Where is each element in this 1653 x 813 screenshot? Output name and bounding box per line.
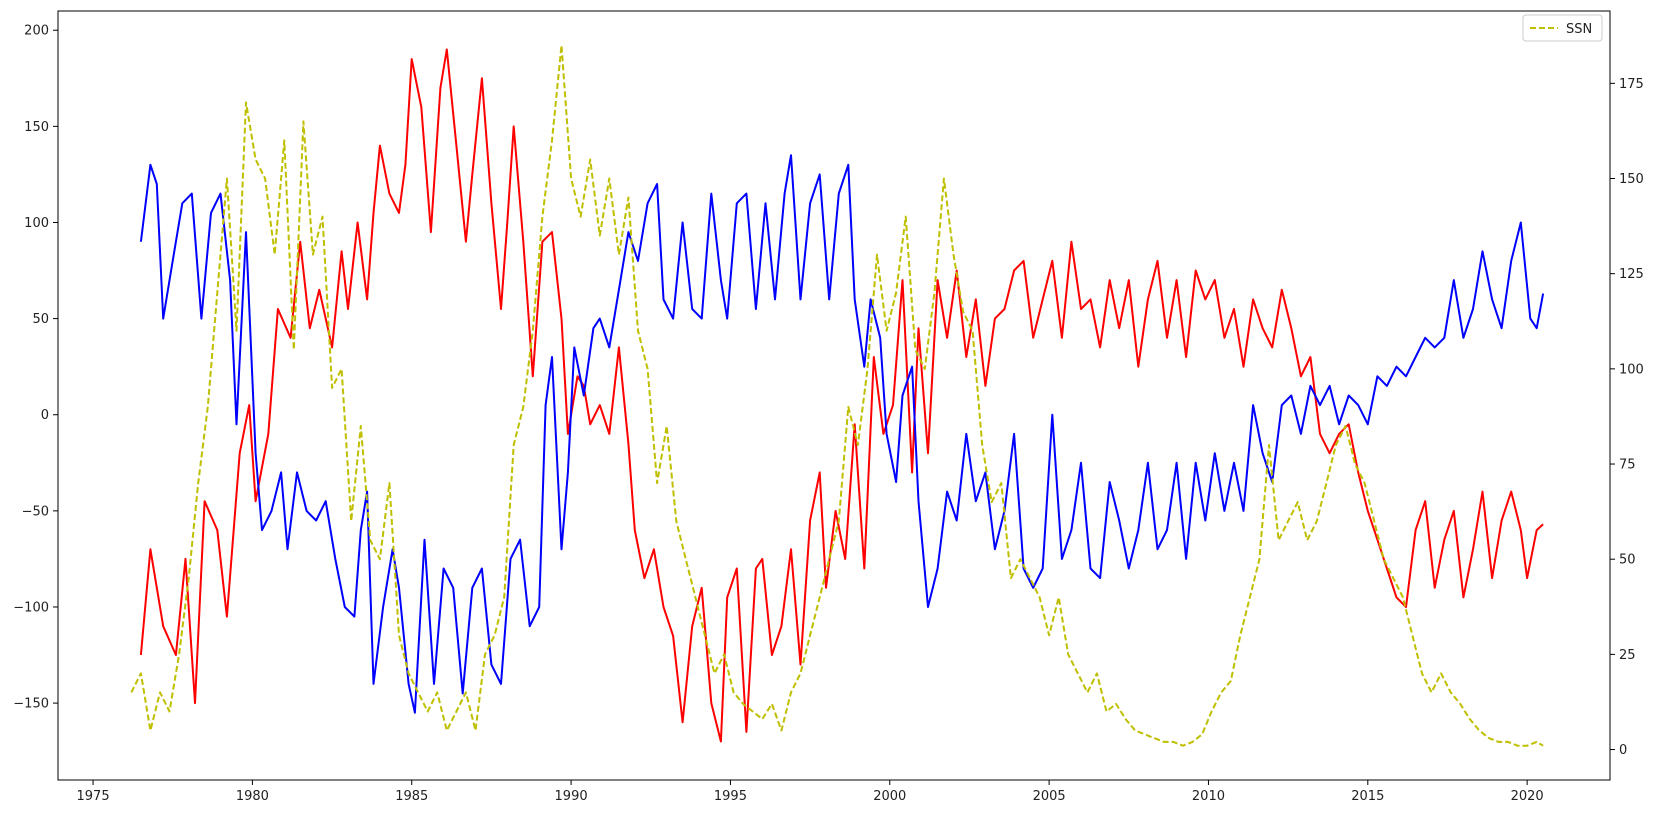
y-right-tick-label: 175 [1619, 77, 1644, 92]
y-left-tick-label: −50 [22, 504, 49, 519]
y-left-tick-label: −150 [13, 697, 49, 712]
axes-frame [57, 10, 1611, 781]
x-tick-label: 1985 [395, 789, 428, 804]
plot-area [130, 44, 1545, 747]
axes: 1975 1980 1985 1990 1995 2000 2005 2010 2015 2020… [13, 10, 1644, 804]
y-left-tick-label: 100 [24, 216, 49, 231]
y-left-tick-label: 0 [41, 408, 49, 423]
y-left-tick-label: 200 [24, 24, 49, 39]
series-line-ssn [130, 44, 1544, 747]
y-left-tick-label: 50 [32, 312, 49, 327]
y-right-tick-label: 0 [1619, 743, 1627, 758]
x-tick-label: 2020 [1511, 789, 1544, 804]
x-tick-label: 2000 [873, 789, 906, 804]
y-right-tick-label: 100 [1619, 362, 1644, 377]
y-left-tick-label: 150 [24, 120, 49, 135]
legend: SSN [1522, 14, 1603, 42]
x-tick-label: 2015 [1351, 789, 1384, 804]
y-right-tick-label: 50 [1619, 553, 1636, 568]
legend-label-ssn: SSN [1566, 22, 1592, 37]
y-right-tick-label: 25 [1619, 648, 1636, 663]
y-right-tick-label: 125 [1619, 267, 1644, 282]
x-tick-label: 1995 [714, 789, 747, 804]
x-tick-label: 1980 [236, 789, 269, 804]
x-tick-label: 1975 [77, 789, 110, 804]
x-tick-label: 2005 [1033, 789, 1066, 804]
y-right-tick-label: 75 [1619, 458, 1636, 473]
y-left-tick-label: −100 [13, 600, 49, 615]
x-tick-label: 2010 [1192, 789, 1225, 804]
x-tick-label: 1990 [555, 789, 588, 804]
legend-frame [1522, 14, 1603, 42]
y-right-tick-label: 150 [1619, 172, 1644, 187]
